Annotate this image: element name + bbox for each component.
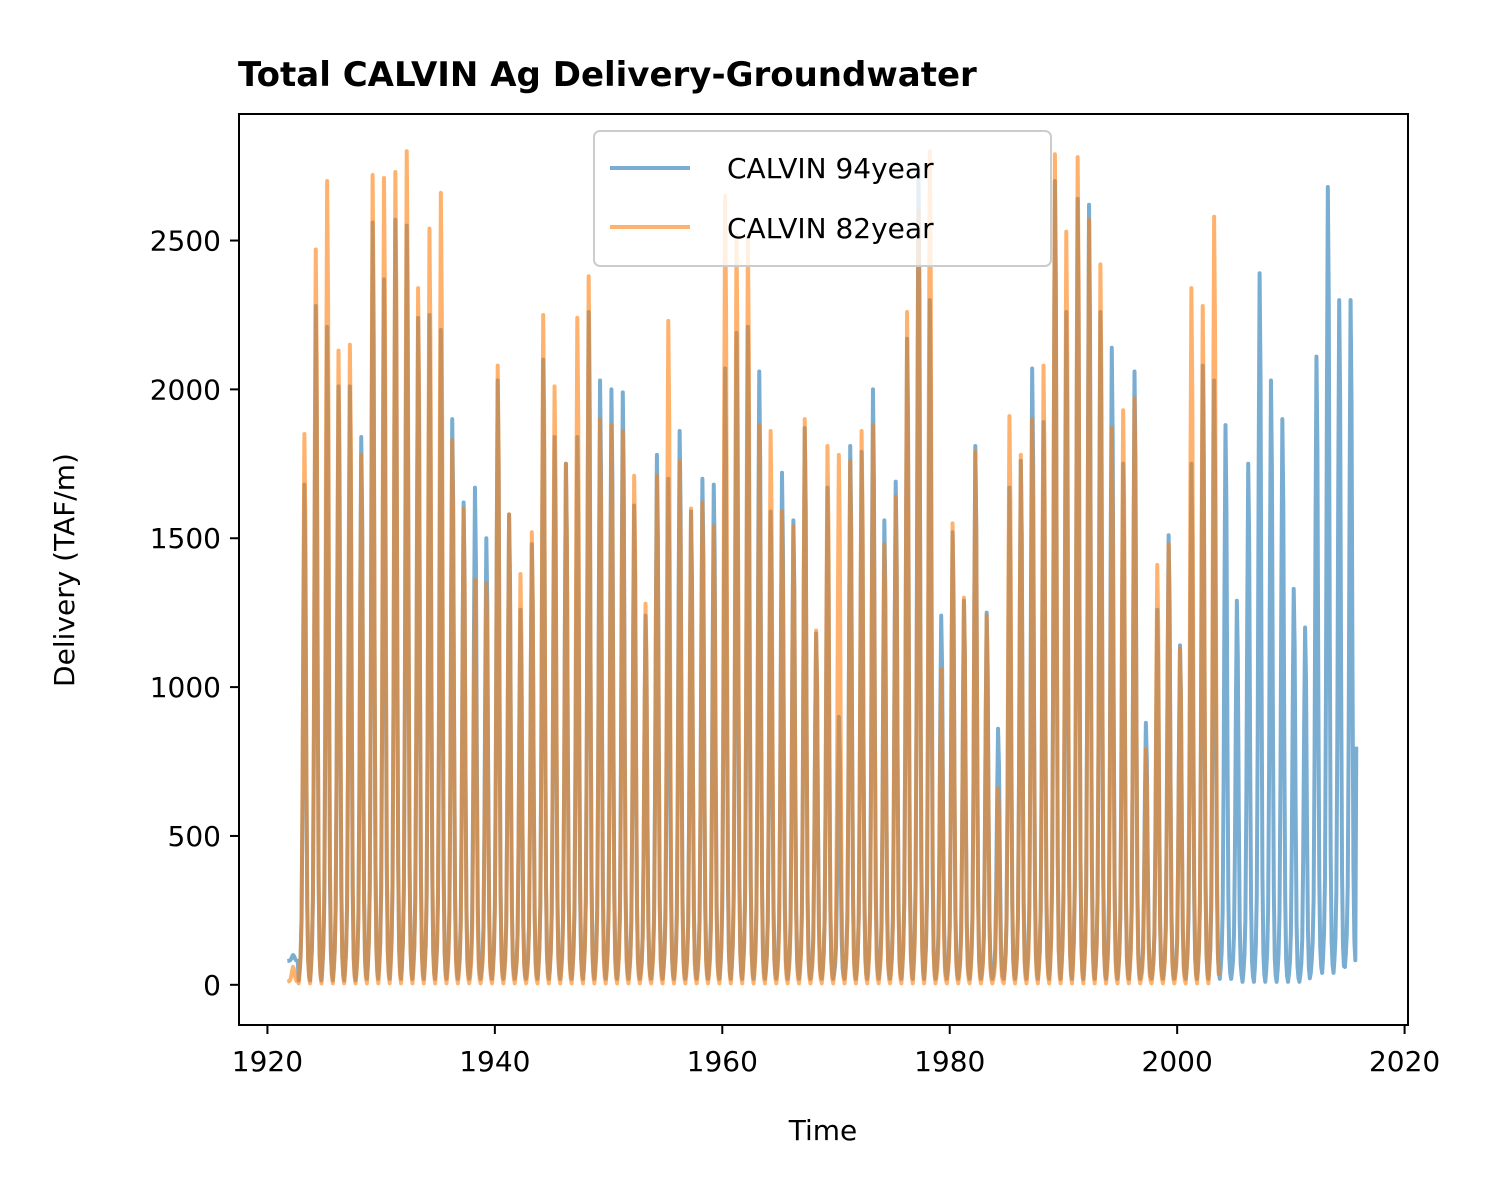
y-axis-label: Delivery (TAF/m) [48,453,81,687]
y-tick-label: 0 [203,969,221,1002]
legend-label-calvin-82year: CALVIN 82year [727,212,934,245]
y-tick-label: 2500 [150,225,221,258]
plot-frame [238,113,1409,1026]
x-axis-label: Time [788,1114,858,1147]
y-tick-label: 1000 [150,671,221,704]
x-tick-label: 1980 [914,1045,985,1078]
x-tick-label: 2020 [1369,1045,1440,1078]
plot-area [286,149,1359,986]
legend: CALVIN 94year CALVIN 82year [593,130,1052,267]
x-tick-label: 1960 [687,1045,758,1078]
x-axis: 1920 1940 1960 1980 2000 2020 [232,1025,1440,1078]
series-line-calvin-82year [286,149,1221,986]
x-tick-label: 1940 [459,1045,530,1078]
y-tick-label: 500 [168,820,221,853]
y-tick-label: 1500 [150,522,221,555]
legend-label-calvin-94year: CALVIN 94year [727,152,934,185]
y-axis: 0 500 1000 1500 2000 2500 [150,225,239,1002]
y-tick-label: 2000 [150,373,221,406]
x-tick-label: 2000 [1142,1045,1213,1078]
x-tick-label: 1920 [232,1045,303,1078]
legend-box [593,130,1052,267]
chart-title: Total CALVIN Ag Delivery-Groundwater [238,55,977,95]
